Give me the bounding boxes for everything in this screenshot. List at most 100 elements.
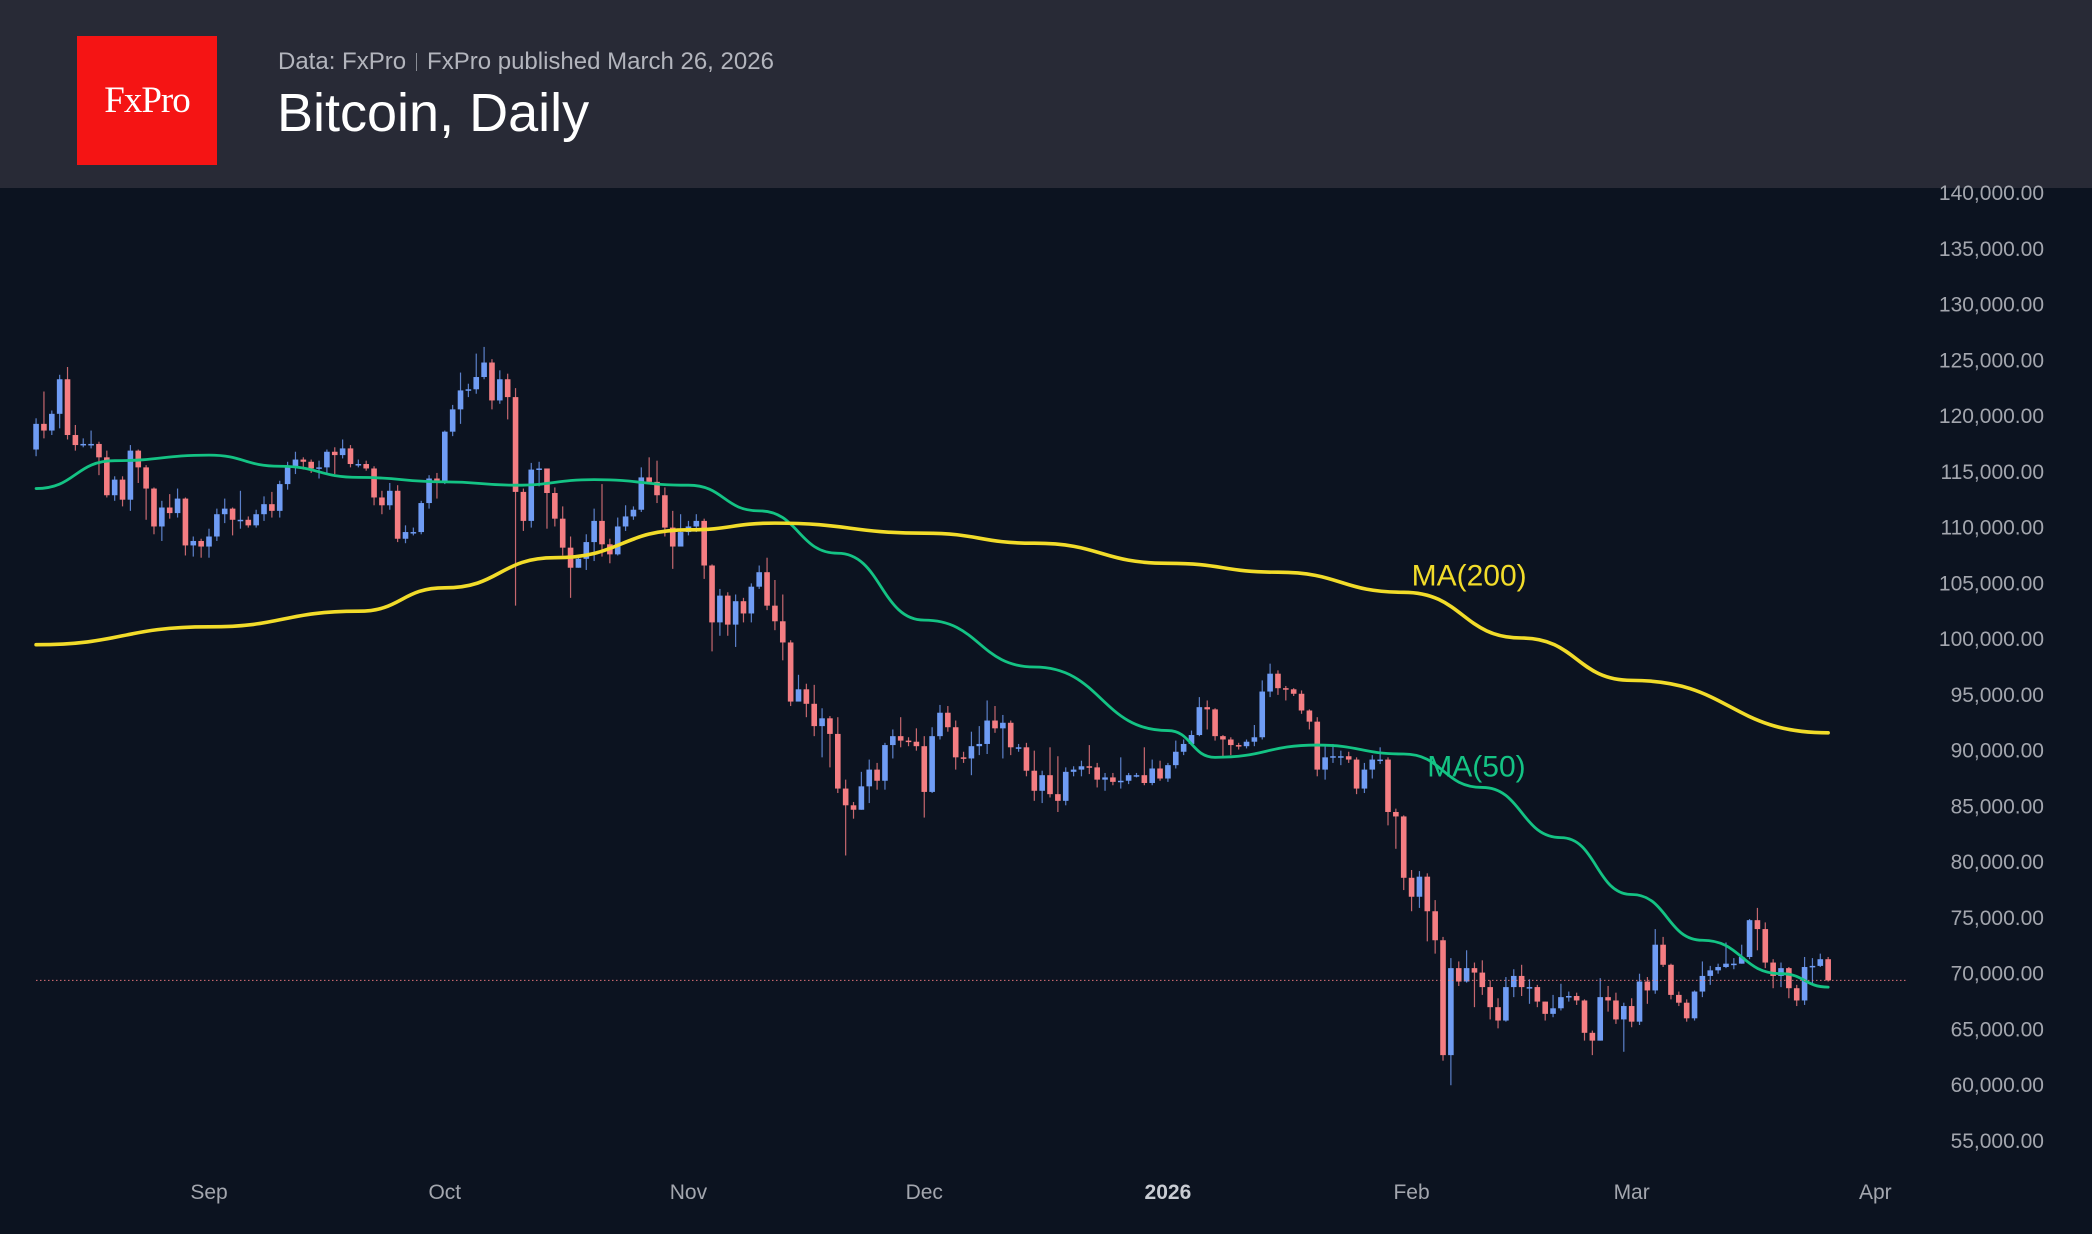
candle-body — [552, 493, 558, 519]
candle-body — [1738, 956, 1745, 964]
candle-body — [1283, 688, 1289, 690]
candle-body — [481, 362, 487, 378]
candle-body — [465, 389, 472, 391]
candle-body — [206, 536, 212, 547]
candle-body — [1055, 794, 1061, 801]
candle-body — [96, 443, 102, 458]
candle — [1062, 767, 1069, 806]
candle — [945, 706, 951, 732]
candle-body — [1448, 968, 1454, 1056]
candle — [1683, 999, 1690, 1022]
candle — [984, 700, 990, 754]
candle — [182, 497, 189, 556]
candle-body — [1597, 997, 1604, 1041]
moving-averages — [34, 453, 1830, 989]
candle — [1762, 922, 1769, 969]
candle-body — [308, 461, 314, 469]
candle — [512, 388, 519, 606]
candle — [1786, 967, 1792, 999]
candle — [1330, 743, 1336, 763]
candle — [1558, 983, 1564, 1011]
candle-body — [945, 712, 951, 728]
candle — [913, 728, 920, 751]
candle-body — [434, 478, 440, 482]
candle — [1117, 757, 1124, 789]
candle-body — [80, 443, 87, 446]
candle — [1141, 747, 1148, 786]
candle-body — [913, 741, 920, 747]
candle-body — [811, 703, 818, 727]
candle — [276, 480, 283, 518]
candle-body — [1141, 775, 1148, 783]
candle-body — [921, 746, 928, 792]
candle — [669, 510, 676, 569]
candle-body — [1778, 968, 1784, 976]
y-tick-label: 130,000.00 — [1939, 294, 2044, 317]
candle — [544, 468, 550, 529]
candle — [1353, 757, 1360, 795]
candle-body — [1039, 775, 1045, 791]
candle-body — [1817, 959, 1824, 966]
candle-body — [583, 542, 590, 559]
candle-body — [1503, 987, 1509, 1021]
candle — [1652, 929, 1659, 994]
candle — [992, 706, 998, 733]
candle — [151, 487, 157, 535]
y-tick-label: 110,000.00 — [1940, 517, 2044, 540]
candle — [858, 771, 865, 810]
candle-body — [88, 443, 94, 446]
candle-body — [952, 727, 959, 758]
candle-body — [897, 736, 904, 741]
candle — [1825, 956, 1831, 982]
candle-body — [1306, 710, 1313, 722]
candle — [866, 759, 873, 804]
y-tick-label: 100,000.00 — [1939, 628, 2044, 651]
candle-body — [182, 498, 189, 546]
y-tick-label: 85,000.00 — [1951, 795, 2044, 818]
candle-body — [386, 490, 393, 506]
candle-body — [1479, 972, 1486, 988]
candle-body — [1078, 766, 1085, 770]
candle — [379, 490, 385, 515]
candle — [1707, 965, 1714, 985]
candle — [779, 594, 786, 661]
candle-body — [1165, 765, 1171, 779]
candle-body — [1235, 745, 1242, 747]
y-tick-label: 95,000.00 — [1951, 684, 2044, 707]
candle — [292, 451, 299, 475]
candle-body — [143, 467, 149, 489]
candle-body — [64, 379, 71, 436]
candle — [1000, 714, 1006, 759]
candle — [1668, 963, 1674, 1000]
candle — [111, 476, 118, 501]
candle — [1463, 950, 1470, 983]
candle-body — [1534, 987, 1541, 1002]
candle-body — [669, 527, 676, 547]
x-tick-label: Sep — [190, 1181, 227, 1204]
candle — [890, 729, 896, 759]
candle-body — [1062, 771, 1069, 801]
candle — [732, 594, 739, 647]
candle — [1597, 978, 1604, 1041]
candle-body — [905, 740, 912, 743]
candle-body — [638, 477, 645, 510]
candle — [1133, 772, 1140, 778]
candle — [536, 461, 542, 487]
candle-body — [1345, 756, 1352, 760]
candle — [921, 736, 928, 818]
candle-body — [1133, 775, 1140, 777]
candle-body — [1086, 766, 1093, 768]
candle — [897, 717, 904, 748]
candle-body — [622, 516, 629, 527]
candle-body — [929, 736, 935, 792]
candle-body — [779, 621, 786, 643]
candle-body — [819, 718, 825, 727]
candle — [394, 485, 401, 543]
candle-body — [1149, 768, 1155, 783]
candle-body — [1172, 751, 1179, 766]
candle — [449, 404, 456, 437]
ma50-line — [34, 453, 1830, 989]
candle-body — [528, 469, 535, 521]
candle — [56, 374, 63, 429]
candle — [1338, 750, 1344, 766]
